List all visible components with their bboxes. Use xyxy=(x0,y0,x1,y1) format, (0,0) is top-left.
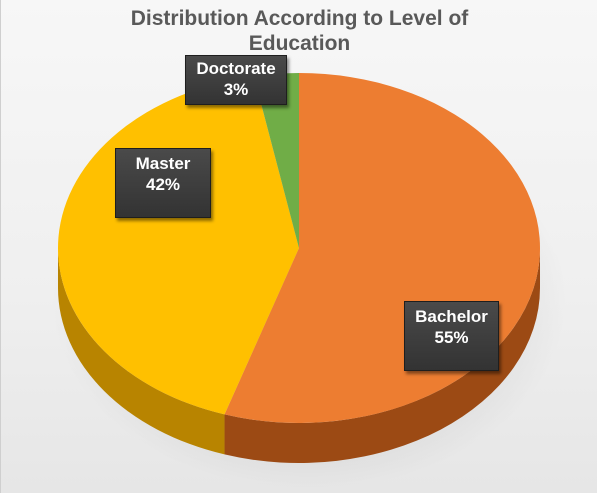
data-label-bachelor: Bachelor 55% xyxy=(404,301,499,371)
pie-side-bachelor xyxy=(224,248,540,463)
data-label-doctorate-category: Doctorate xyxy=(196,59,276,78)
data-label-doctorate-value: 3% xyxy=(223,80,249,99)
pie-side-master xyxy=(58,248,225,455)
chart-title-line-1: Distribution According to Level of xyxy=(130,7,469,30)
chart-title-line-2: Education xyxy=(248,32,351,55)
data-label-master: Master 42% xyxy=(115,148,211,218)
data-label-master-category: Master xyxy=(135,154,191,173)
pie-sides xyxy=(58,248,540,463)
chart-title: Distribution According to Level of Educa… xyxy=(1,6,597,56)
data-label-bachelor-value: 55% xyxy=(434,328,469,347)
data-label-master-value: 42% xyxy=(145,175,181,194)
data-label-bachelor-category: Bachelor xyxy=(415,307,488,326)
data-label-doctorate: Doctorate 3% xyxy=(185,55,287,105)
pie-slice-doctorate xyxy=(253,73,299,248)
